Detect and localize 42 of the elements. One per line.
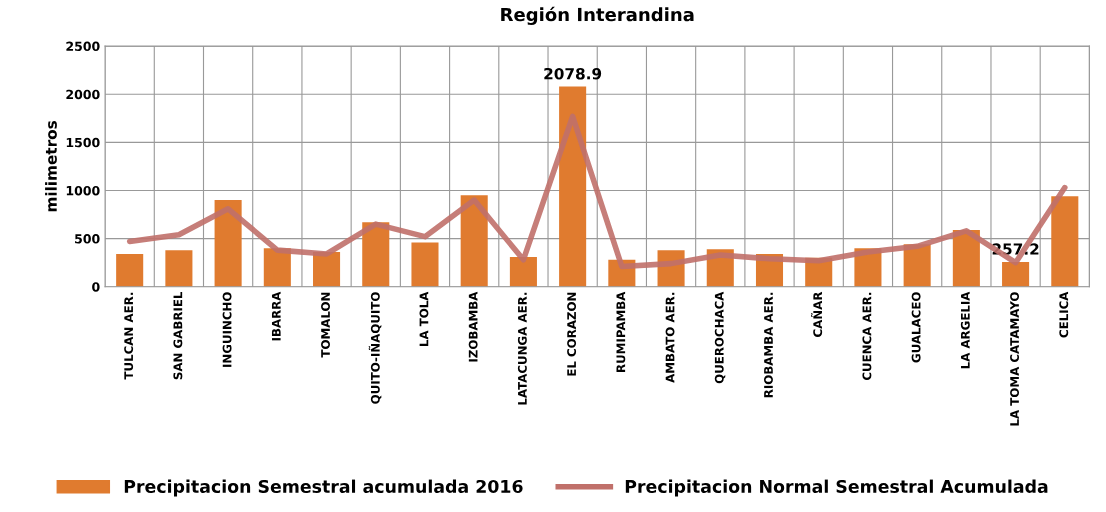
- x-tick-label: LA TOLA: [419, 291, 429, 347]
- bar: [509, 256, 537, 287]
- y-tick-label: 1500: [66, 137, 100, 148]
- x-tick-label: LATACUNGA AER.: [517, 292, 527, 405]
- x-tick-label: LA TOMA CATAMAYO: [1010, 292, 1020, 426]
- x-tick-label: TOMALON: [321, 292, 330, 358]
- x-tick-label: LA ARGELIA: [960, 291, 970, 369]
- bar: [460, 195, 488, 287]
- y-tick-label: 2500: [66, 41, 100, 52]
- x-tick-label: CUENCA AER.: [862, 292, 872, 381]
- data-label: 2078.9: [544, 67, 602, 80]
- x-tick-label: IZOBAMBA: [468, 291, 478, 362]
- x-tick-label: GUALACEO: [911, 292, 921, 363]
- x-tick-label: RUMIPAMBA: [616, 291, 626, 372]
- bar: [1051, 196, 1079, 287]
- y-tick-label: 1000: [66, 185, 100, 196]
- chart-title: Región Interandina: [501, 6, 694, 25]
- x-tick-label: QUITO-IÑAQUITO: [368, 292, 382, 404]
- data-label: 257.2: [992, 243, 1039, 255]
- y-tick-label: 2000: [66, 89, 100, 100]
- x-tick-label: CAÑAR: [811, 291, 823, 337]
- x-tick-label: AMBATO AER.: [665, 292, 675, 383]
- y-tick-label: 0: [92, 282, 100, 292]
- bar: [165, 250, 193, 287]
- y-axis-title: milimetros: [45, 120, 57, 212]
- legend-label: Precipitacion Semestral acumulada 2016: [124, 479, 523, 497]
- bar: [559, 86, 587, 287]
- bar: [362, 222, 390, 287]
- legend-label: Precipitacion Normal Semestral Acumulada: [625, 479, 1048, 497]
- x-tick-label: EL CORAZON: [567, 292, 577, 376]
- x-tick-label: INGUINCHO: [222, 292, 232, 367]
- bar: [116, 253, 144, 287]
- x-tick-label: RIOBAMBA AER.: [764, 292, 773, 398]
- bar: [411, 242, 439, 287]
- x-tick-label: CELICA: [1059, 291, 1069, 338]
- x-tick-label: IBARRA: [271, 291, 281, 341]
- x-tick-label: TULCAN AER.: [124, 292, 134, 380]
- x-tick-label: SAN GABRIEL: [173, 291, 183, 380]
- bar: [214, 200, 242, 287]
- y-tick-label: 500: [75, 234, 100, 244]
- bar: [1002, 261, 1030, 287]
- x-tick-label: QUEROCHACA: [714, 291, 726, 384]
